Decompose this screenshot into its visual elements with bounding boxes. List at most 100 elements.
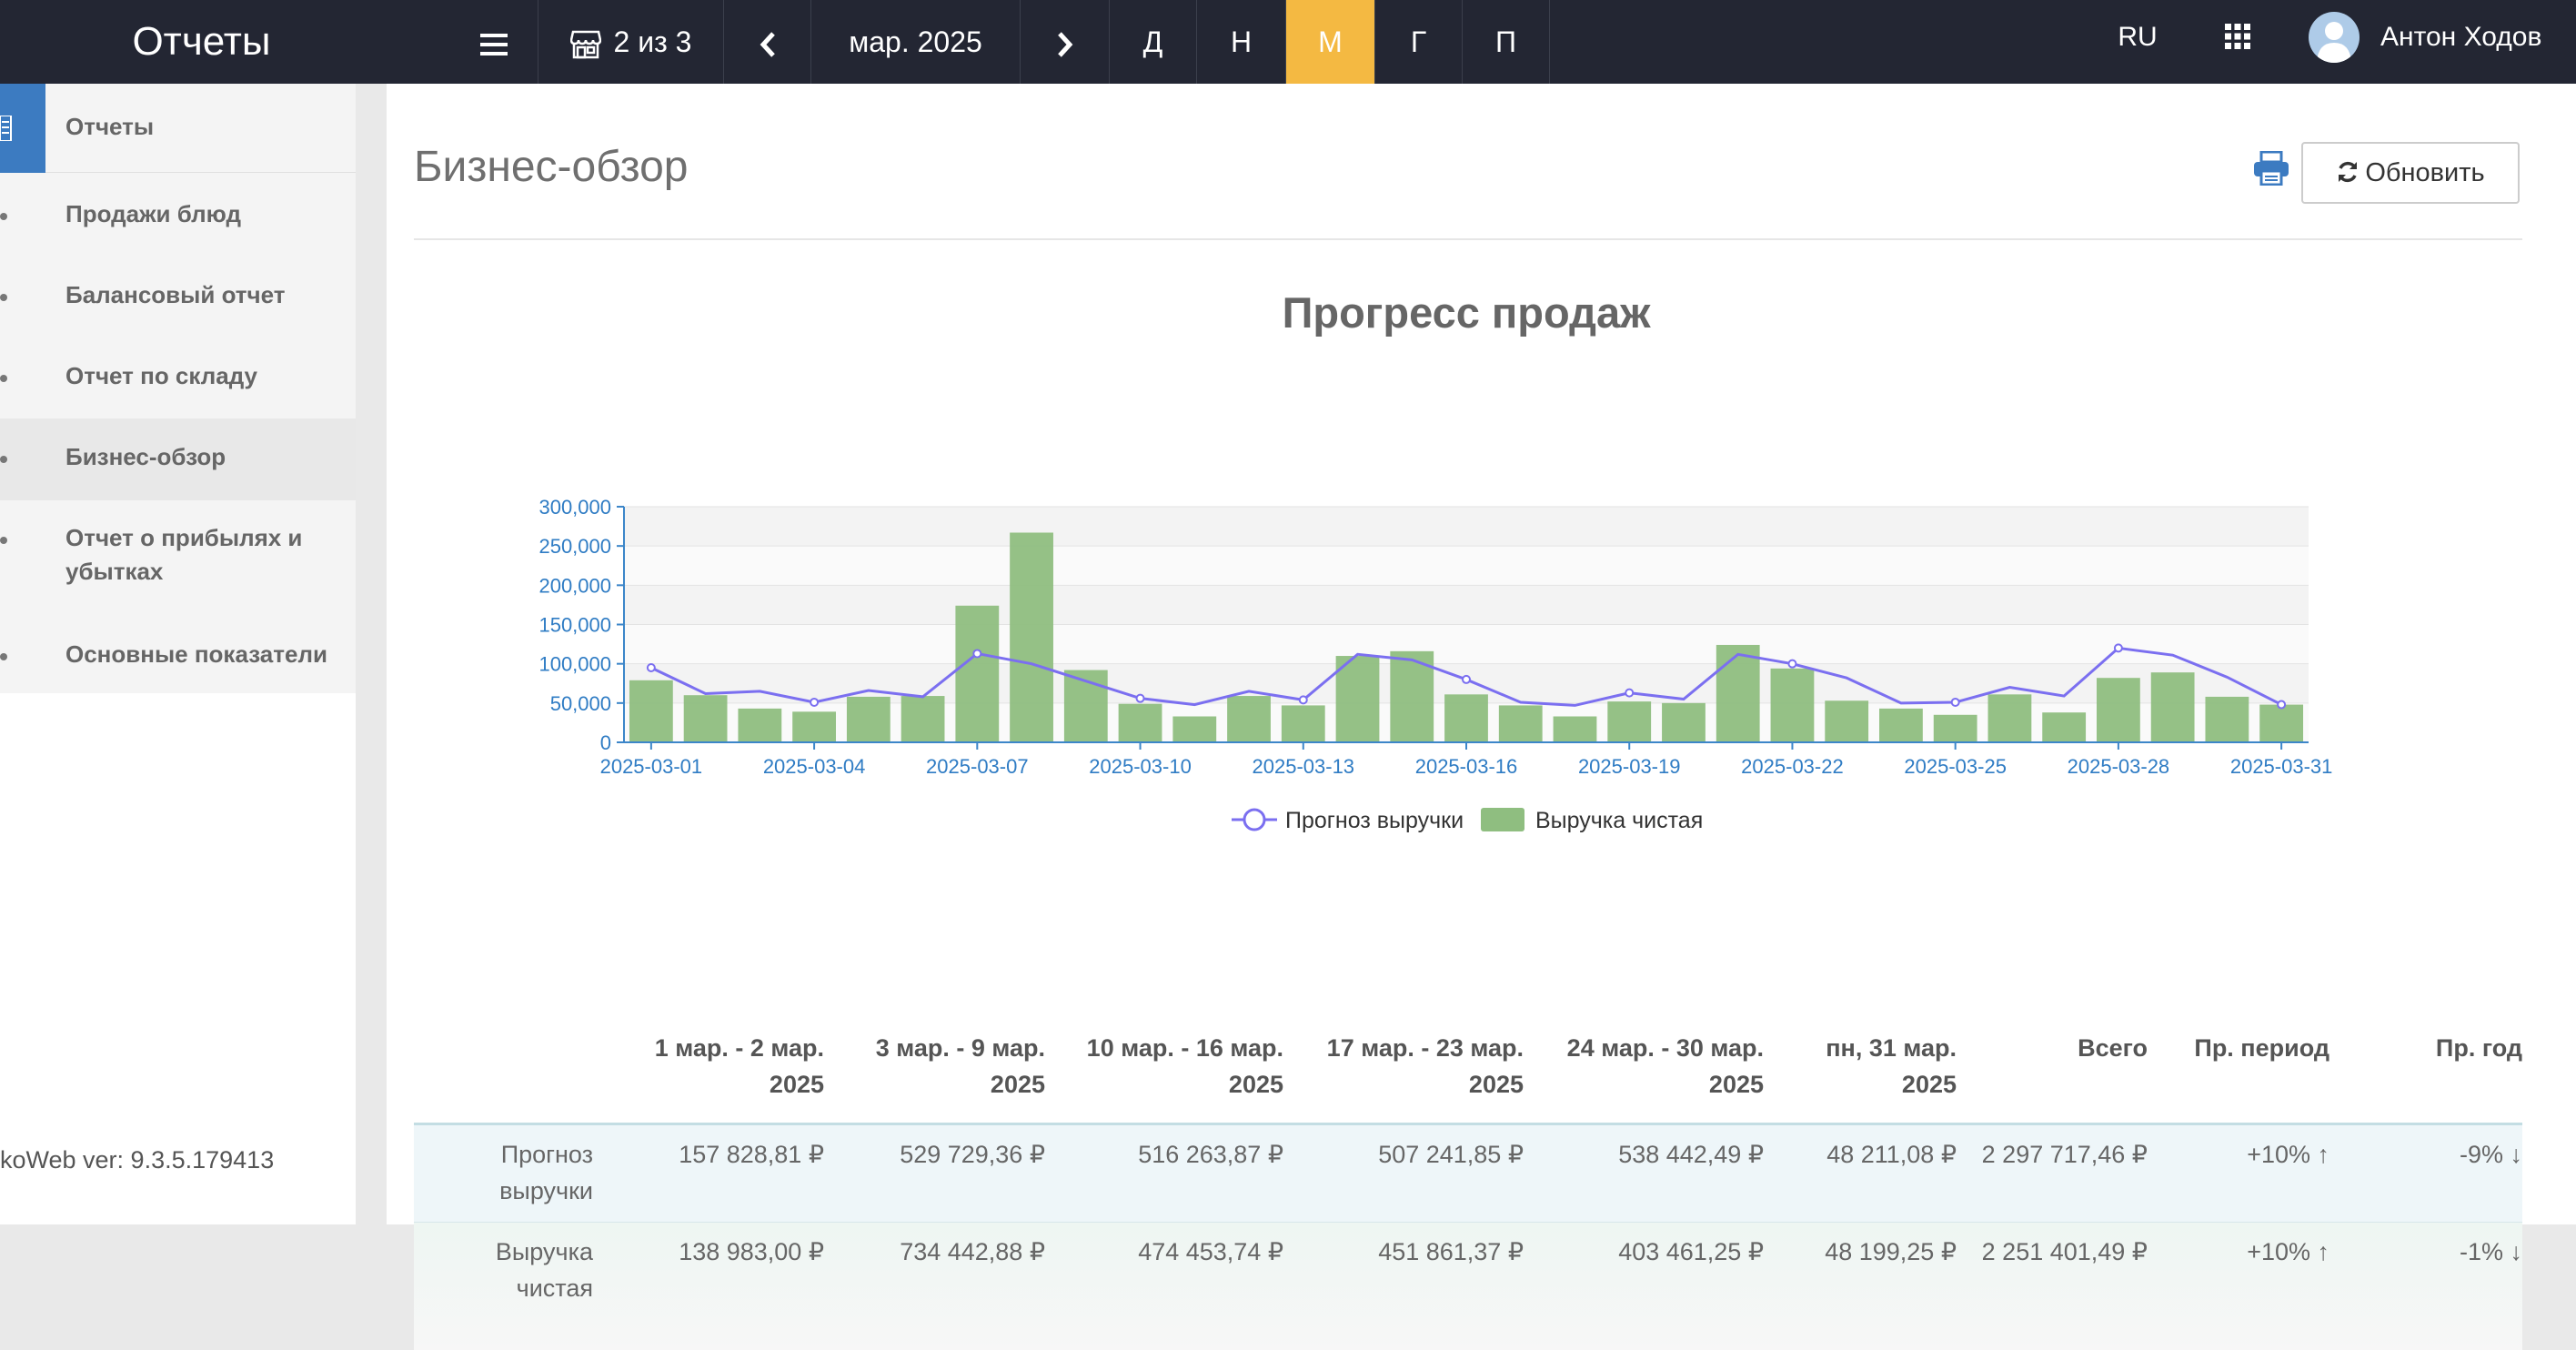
store-counter: 2 из 3 [613,25,692,58]
plot-band [624,585,2309,625]
period-year-button[interactable]: Г [1375,0,1463,84]
column-header: 3 мар. - 9 мар. [875,1034,1045,1062]
refresh-icon [2339,162,2358,183]
bullet-icon [0,537,7,544]
row-label: Выручка [495,1238,593,1265]
y-tick-label: 150,000 [538,614,611,637]
revenue-bar [1987,694,2032,742]
version-label: koWeb ver: 9.3.5.179413 [0,1146,275,1174]
sidebar-item-stock-report[interactable]: Отчет по складу [0,362,356,417]
x-tick-label: 2025-03-07 [926,755,1029,778]
column-header: 2025 [990,1071,1045,1098]
column-header: 10 мар. - 16 мар. [1086,1034,1283,1062]
sidebar-item-label: убытках [65,558,164,585]
forecast-line [646,643,2287,710]
x-tick-label: 2025-03-10 [1089,755,1192,778]
prev-period-button[interactable] [724,0,811,84]
legend-marker-swatch [1243,808,1266,831]
sidebar-item-label: Отчет по складу [65,362,257,389]
forecast-point [2113,643,2123,653]
forecast-point [1462,674,1471,684]
period-custom-button[interactable]: П [1463,0,1550,84]
top-bar: Отчеты 2 из 3 мар. 2025 Д Н М Г П RU Ант… [0,0,2576,84]
legend-revenue-label[interactable]: Выручка чистая [1535,808,1703,833]
column-header: 24 мар. - 30 мар. [1566,1034,1764,1062]
forecast-point [1950,697,1960,707]
table-cell: +10% ↑ [2247,1141,2329,1168]
x-tick-label: 2025-03-19 [1578,755,1681,778]
menu-button[interactable] [449,0,538,84]
table-cell: 48 211,08 ₽ [1826,1141,1957,1168]
revenue-bar [738,708,782,742]
revenue-bars [629,532,2304,742]
sidebar-item-business-overview[interactable]: Бизнес-обзор [0,443,356,498]
chart-legend[interactable]: Прогноз выручки Выручка чистая [1232,808,1703,833]
column-header: 2025 [769,1071,824,1098]
revenue-bar [1933,714,1977,742]
revenue-bar [2097,678,2140,742]
next-period-button[interactable] [1021,0,1110,84]
revenue-bar [1879,708,1923,742]
store-selector-button[interactable]: 2 из 3 [538,0,724,84]
revenue-bar [1010,532,1053,742]
avatar[interactable] [2309,12,2360,63]
revenue-bar [1662,702,1706,742]
page-title: Бизнес-обзор [414,143,689,191]
legend-forecast-label[interactable]: Прогноз выручки [1285,808,1464,833]
period-month-button[interactable]: М [1286,0,1375,84]
revenue-bar [1227,696,1271,742]
x-tick-label: 2025-03-31 [2230,755,2333,778]
column-header: 2025 [1228,1071,1283,1098]
revenue-bar [846,696,891,742]
period-picker[interactable]: мар. 2025 [811,0,1021,84]
bullet-icon [0,294,7,301]
language-switcher[interactable]: RU [2118,22,2158,52]
forecast-point [972,649,982,659]
sidebar-item-label: Бизнес-обзор [65,443,226,470]
revenue-bar [1172,716,1217,742]
sidebar-item-balance-report[interactable]: Балансовый отчет [0,281,356,336]
row-label: чистая [516,1274,593,1302]
revenue-bar [1825,700,1869,742]
sales-progress-chart: Прогресс продаж 0 50,000 100,000 150,000 200… [538,288,2333,833]
column-header: 2025 [1708,1071,1764,1098]
sidebar-item-label: Балансовый отчет [65,281,286,308]
sidebar-item-reports[interactable]: Отчеты [0,84,356,173]
refresh-button[interactable]: Обновить [2301,142,2520,204]
table-cell: 474 453,74 ₽ [1138,1238,1283,1265]
period-week-button[interactable]: Н [1197,0,1286,84]
column-header: 2025 [1468,1071,1524,1098]
apps-grid-icon[interactable] [2223,22,2252,51]
sidebar-item-dish-sales[interactable]: Продажи блюд [0,200,356,255]
row-label: выручки [499,1177,593,1204]
bullet-icon [0,456,7,463]
column-header: Пр. период [2194,1034,2329,1062]
y-tick-label: 50,000 [550,692,611,715]
user-name[interactable]: Антон Ходов [2380,22,2542,52]
column-header: Всего [2078,1034,2148,1062]
x-tick-label: 2025-03-13 [1253,755,1355,778]
revenue-bar [2205,696,2249,742]
plot-band [624,507,2309,547]
x-tick-label: 2025-03-01 [600,755,703,778]
column-header: Пр. год [2435,1034,2522,1062]
sidebar-item-profit-loss[interactable]: Отчет о прибылях и убытках [0,524,356,597]
table-cell: 138 983,00 ₽ [679,1238,824,1265]
forecast-point [2277,700,2287,710]
sidebar-item-label: Продажи блюд [65,200,242,227]
chart-title: Прогресс продаж [1283,288,1652,337]
x-tick-label: 2025-03-25 [1904,755,2007,778]
app-title: Отчеты [132,19,271,64]
sidebar-item-key-metrics[interactable]: Основные показатели [0,640,356,695]
print-icon[interactable] [2253,151,2289,186]
revenue-bar [792,711,836,742]
column-header: пн, 31 мар. [1826,1034,1957,1062]
hamburger-icon [479,33,508,55]
table-cell: 157 828,81 ₽ [679,1141,824,1168]
store-icon [569,30,601,58]
bullet-icon [0,213,7,220]
period-day-button[interactable]: Д [1110,0,1197,84]
main-panel: Бизнес-обзор Обновить Прогресс продаж 0 5… [387,84,2576,1350]
reports-icon [0,84,45,173]
revenue-bar [629,680,673,742]
